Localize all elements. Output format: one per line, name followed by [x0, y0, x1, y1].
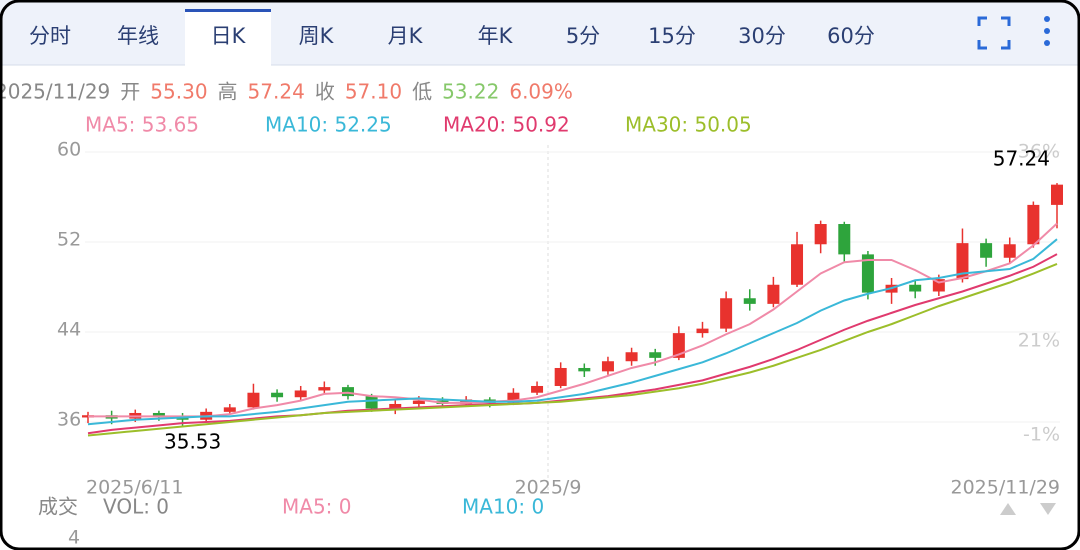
candle-body — [767, 284, 780, 304]
ma-line — [87, 263, 1058, 437]
candle-body — [554, 367, 567, 386]
y-tick-label: 44 — [57, 318, 81, 340]
tab[interactable]: 30分 — [738, 24, 786, 48]
ma-line — [87, 238, 1058, 426]
candle-body — [791, 244, 804, 285]
fullscreen-glyph — [977, 16, 1011, 50]
candle-body — [672, 333, 685, 358]
ma-legend: MA5: 53.65 — [85, 113, 199, 137]
scroll-down[interactable] — [1040, 503, 1056, 515]
min-label: 35.53 — [164, 430, 221, 454]
candle-body — [412, 400, 425, 404]
fullscreen-icon[interactable] — [977, 16, 1011, 50]
candle-body — [861, 254, 874, 293]
tab[interactable]: 年线 — [117, 24, 159, 48]
tab[interactable]: 5分 — [566, 24, 600, 48]
ma-legend: MA10: 52.25 — [265, 113, 392, 137]
right-label: -1% — [1023, 424, 1060, 446]
candle-body — [1051, 184, 1063, 205]
info-label: 开 — [120, 80, 140, 104]
candle-body — [294, 390, 307, 398]
candle-body — [460, 399, 473, 404]
candle-body — [601, 361, 614, 372]
candle-body — [625, 352, 638, 362]
candle-body — [696, 328, 709, 334]
tab[interactable]: 日K — [211, 24, 247, 48]
y-tick-label: 36 — [57, 408, 81, 430]
candle-body — [271, 392, 284, 398]
candle-body — [223, 407, 236, 412]
ma-line — [88, 222, 1058, 418]
candle-body — [318, 387, 331, 391]
right-label: 21% — [1018, 330, 1060, 352]
ma-legend: MA20: 50.92 — [443, 113, 570, 137]
ma-legend: MA30: 50.05 — [625, 113, 752, 137]
candle-body — [909, 284, 922, 292]
volume-ma10: MA10: 0 — [462, 495, 544, 519]
tab[interactable]: 60分 — [827, 24, 875, 48]
right-label: 36% — [1018, 141, 1060, 163]
dot — [1044, 40, 1050, 46]
info-value: 57.24 — [248, 80, 305, 104]
candle-body — [743, 298, 756, 304]
info-date: 2025/11/29 — [0, 80, 110, 104]
candle-body — [956, 243, 969, 280]
info-label: 高 — [218, 80, 238, 104]
info-value: 53.22 — [442, 80, 499, 104]
candle-body — [531, 385, 544, 393]
info-value: 55.30 — [150, 80, 207, 104]
volume-axis-label: 4 — [68, 527, 80, 549]
x-label: 2025/11/29 — [950, 477, 1060, 499]
tab[interactable]: 年K — [478, 24, 514, 48]
info-label: 低 — [412, 80, 432, 104]
candle-body — [649, 352, 662, 358]
selected-tab-indicator — [185, 9, 271, 12]
candle-body — [980, 243, 993, 258]
volume-vol: VOL: 0 — [103, 495, 169, 519]
info-label: 收 — [315, 80, 335, 104]
candle-body — [1003, 244, 1016, 258]
max-label: 57.24 — [993, 147, 1050, 171]
candle-body — [578, 367, 591, 372]
x-label: 2025/9 — [515, 477, 582, 499]
scroll-up[interactable] — [1000, 503, 1016, 515]
candle-body — [389, 403, 402, 409]
tab[interactable]: 月K — [388, 24, 424, 48]
tab-bar — [0, 0, 1080, 65]
candle-body — [1027, 204, 1040, 245]
y-tick-label: 52 — [57, 229, 81, 251]
x-label: 2025/6/11 — [86, 477, 183, 499]
candle-body — [507, 392, 520, 403]
volume-title: 成交 — [38, 495, 78, 519]
tab[interactable]: 周K — [299, 24, 335, 48]
candle-body — [152, 412, 165, 417]
volume-ma5: MA5: 0 — [282, 495, 351, 519]
candle-body — [341, 387, 354, 397]
y-tick-label: 60 — [57, 139, 81, 161]
dot — [1044, 28, 1050, 34]
tab[interactable]: 15分 — [648, 24, 696, 48]
candle-body — [720, 298, 733, 329]
candle-body — [365, 396, 378, 409]
selected-tab-bg — [185, 10, 271, 66]
more-icon[interactable] — [1044, 16, 1050, 46]
dot — [1044, 16, 1050, 22]
ma-line — [87, 253, 1058, 435]
info-value: 57.10 — [345, 80, 402, 104]
candle-body — [247, 392, 260, 408]
candle-body — [838, 224, 851, 255]
candle-body — [814, 224, 827, 245]
tab[interactable]: 分时 — [29, 24, 71, 48]
info-change: 6.09% — [509, 80, 573, 104]
